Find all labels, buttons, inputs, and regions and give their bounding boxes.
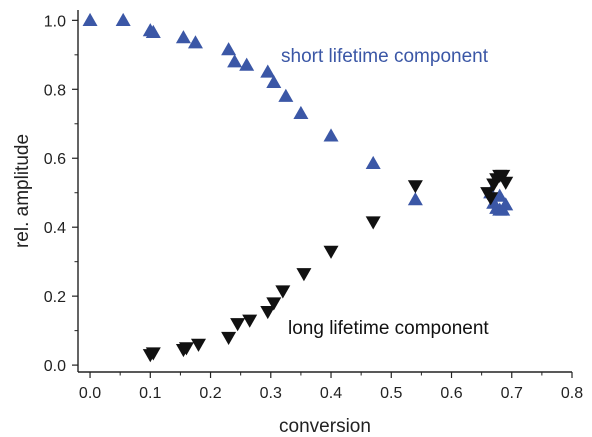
point-triangle-up [492, 188, 508, 202]
axes-frame [77, 10, 572, 373]
point-triangle-up [323, 128, 339, 142]
y-tick-label: 0.4 [44, 220, 66, 237]
point-triangle-down [498, 176, 514, 190]
point-triangle-down [260, 306, 276, 320]
point-triangle-down [296, 268, 312, 282]
series-layer [82, 12, 514, 363]
y-tick-label: 0.0 [44, 358, 66, 375]
point-triangle-up [82, 12, 98, 26]
y-tick-label: 0.8 [44, 82, 66, 99]
point-triangle-down [365, 216, 381, 230]
x-tick-label: 0.4 [320, 385, 342, 402]
point-triangle-up [227, 54, 243, 68]
y-tick-label: 0.6 [44, 151, 66, 168]
point-triangle-up [260, 64, 276, 78]
point-triangle-down [407, 180, 423, 194]
point-triangle-down [483, 192, 499, 206]
point-triangle-up [266, 74, 282, 89]
point-triangle-down [266, 297, 282, 311]
point-triangle-up [221, 42, 237, 56]
x-axis-title: conversion [279, 416, 371, 437]
point-triangle-up [278, 88, 294, 102]
annotation-short-lifetime: short lifetime component [281, 46, 489, 67]
point-triangle-down [190, 338, 206, 352]
point-triangle-down [230, 318, 246, 332]
x-tick-label: 0.6 [440, 385, 462, 402]
point-triangle-down [323, 245, 339, 259]
tick-labels: 0.0 0.1 0.2 0.3 0.4 0.5 0.6 0.7 0.8 0.0 0.2 0.4 0.6 0… [44, 13, 583, 402]
x-tick-label: 0.1 [139, 385, 161, 402]
tick-marks [72, 19, 573, 378]
point-triangle-down [242, 314, 258, 328]
series-long-lifetime [142, 169, 514, 363]
point-triangle-up [115, 12, 131, 26]
series-short-lifetime [82, 12, 514, 216]
x-tick-label: 0.0 [79, 385, 101, 402]
point-triangle-up [145, 24, 161, 39]
point-triangle-up [175, 30, 191, 44]
point-triangle-down [486, 178, 502, 192]
y-axis-title: rel. amplitude [12, 134, 33, 248]
x-tick-label: 0.7 [501, 385, 523, 402]
point-triangle-down [178, 342, 194, 356]
point-triangle-down [275, 285, 291, 299]
x-tick-label: 0.8 [561, 385, 583, 402]
y-tick-label: 0.2 [44, 289, 66, 306]
point-triangle-down [221, 331, 237, 346]
point-triangle-up [293, 105, 309, 120]
x-tick-label: 0.5 [380, 385, 402, 402]
x-tick-label: 0.3 [260, 385, 282, 402]
point-triangle-down [145, 347, 161, 361]
point-triangle-up [187, 35, 203, 49]
point-triangle-up [365, 155, 381, 170]
point-triangle-up [239, 57, 255, 71]
y-tick-label: 1.0 [44, 13, 66, 30]
point-triangle-down [495, 169, 511, 183]
x-tick-label: 0.2 [199, 385, 221, 402]
point-triangle-up [498, 197, 514, 211]
point-triangle-up [407, 192, 423, 206]
annotation-long-lifetime: long lifetime component [288, 318, 489, 339]
